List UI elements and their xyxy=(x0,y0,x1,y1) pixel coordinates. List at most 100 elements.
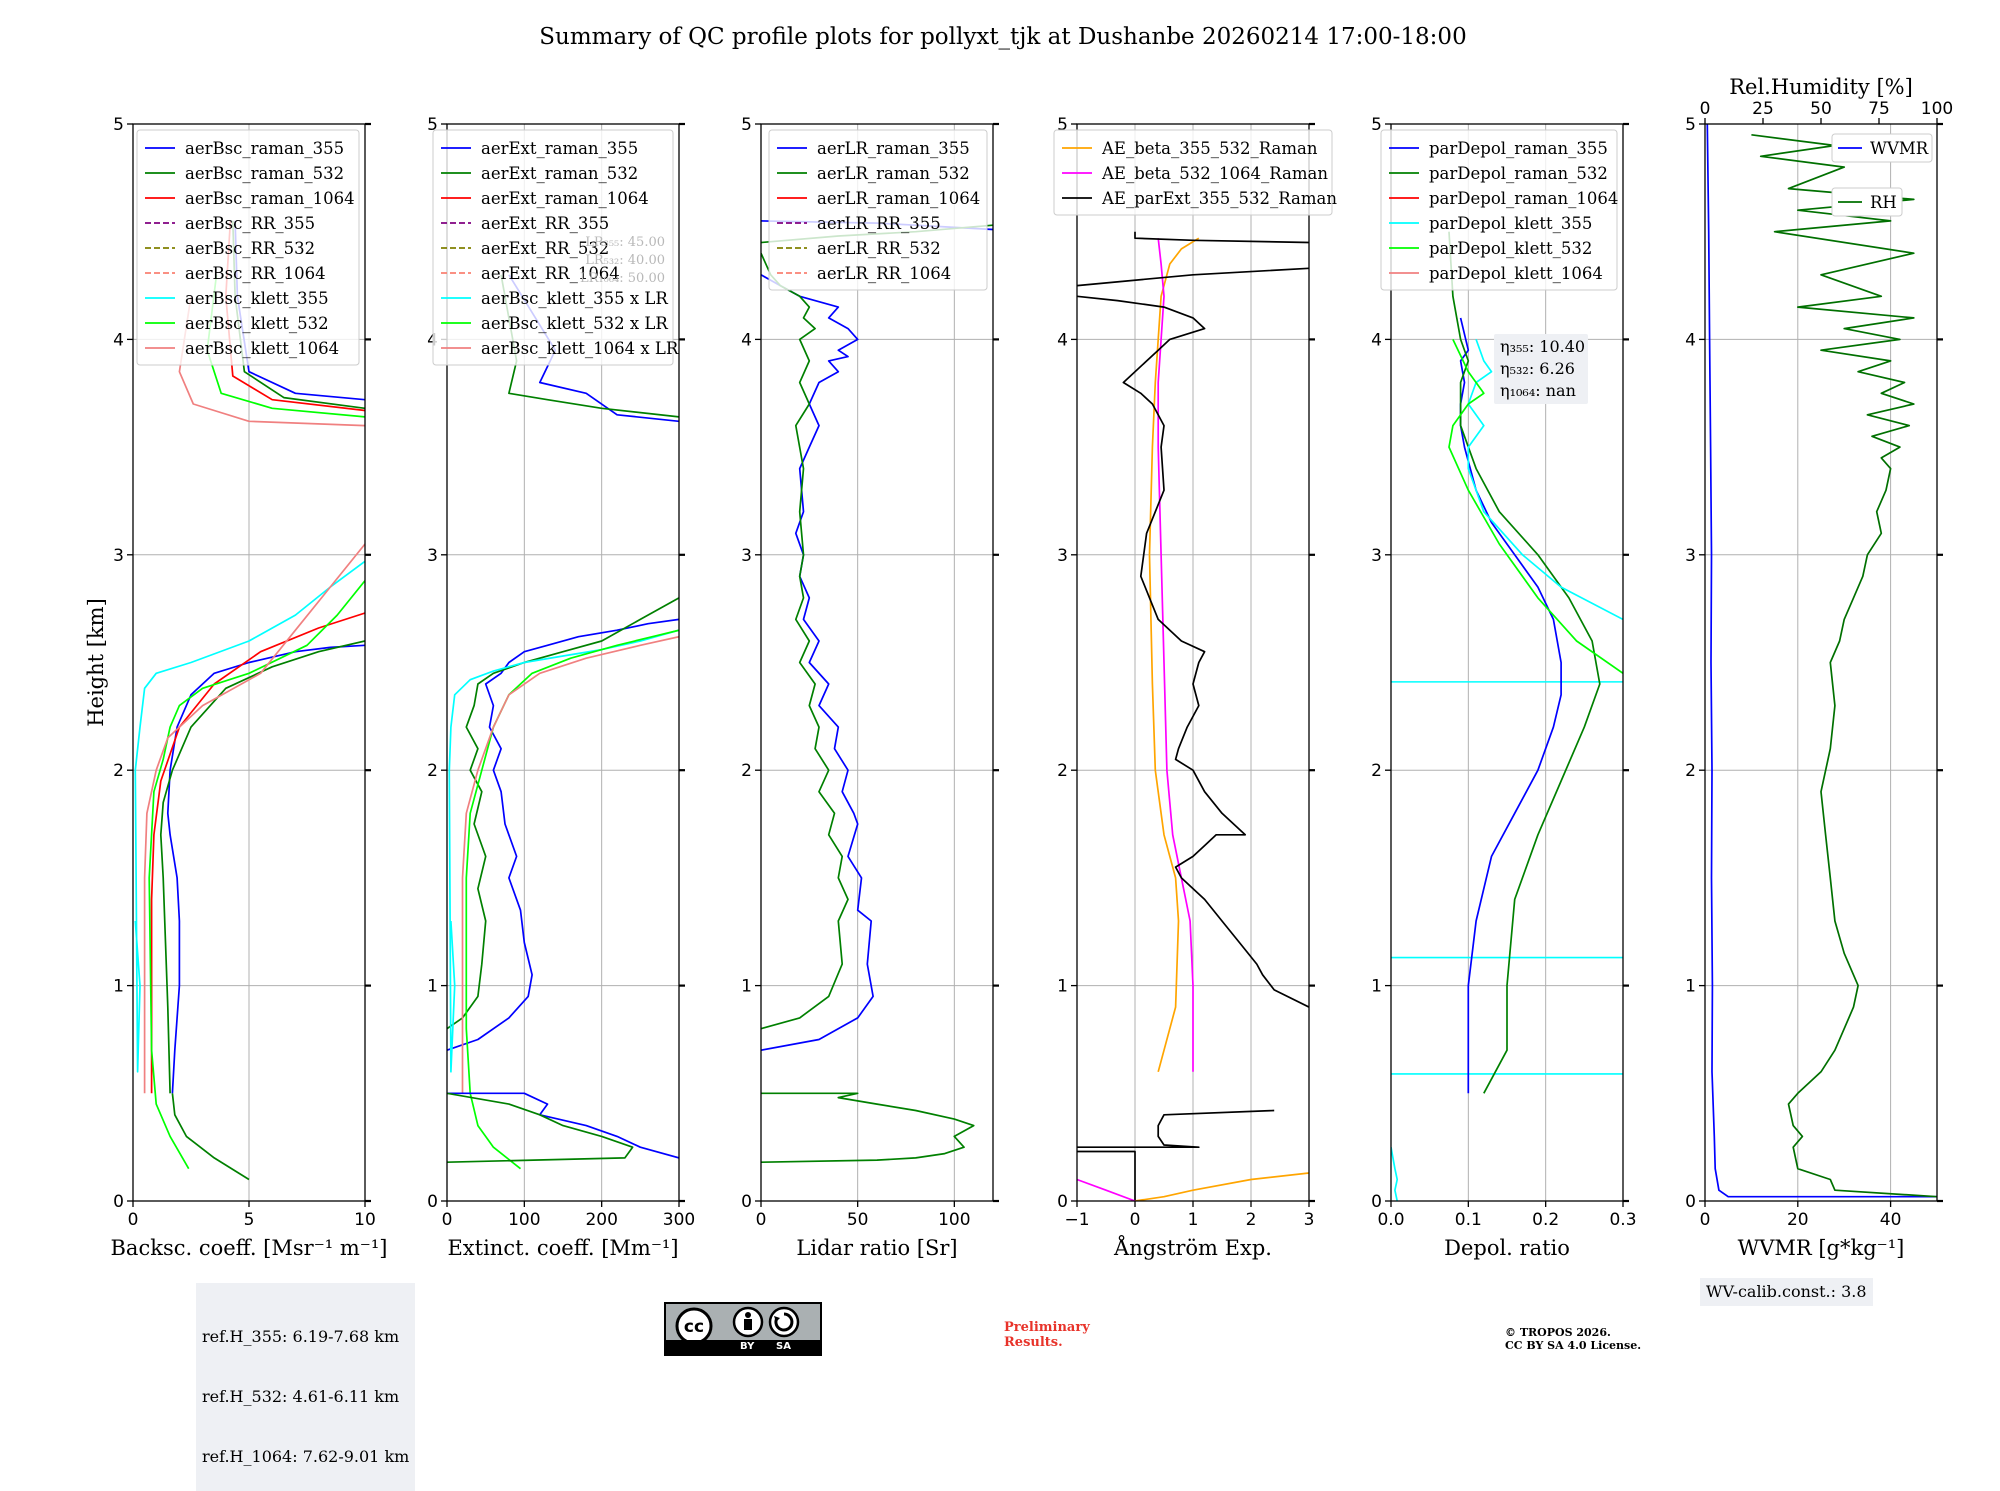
xtick-label-0: 0 xyxy=(442,1210,453,1230)
series-group xyxy=(1706,124,1937,1198)
series-line-RH xyxy=(1751,133,1937,1198)
series-group xyxy=(134,220,365,1181)
copyright-line-1: © TROPOS 2026. xyxy=(1505,1326,1611,1339)
series-line-parDepol_raman_532 xyxy=(1448,231,1601,1094)
legend-box-1 xyxy=(1831,187,1903,217)
ytick-label-5: 5 xyxy=(113,115,124,135)
ytick-label-0: 0 xyxy=(113,1192,124,1212)
legend-entry-2: aerExt_raman_1064 xyxy=(481,189,649,208)
series-line-aerBsc_raman_355 xyxy=(166,644,365,1094)
xtick-label-1: 0.1 xyxy=(1455,1210,1482,1230)
eta-box xyxy=(1494,334,1588,404)
xtick-label-4: 3 xyxy=(1304,1210,1315,1230)
x-axis-label: Backsc. coeff. [Msr⁻¹ m⁻¹] xyxy=(111,1236,388,1260)
legend-entry-1: aerBsc_raman_532 xyxy=(185,164,344,183)
ytick-label-1: 1 xyxy=(1371,977,1382,997)
ytick-label-4: 4 xyxy=(1057,330,1068,350)
xtick-label-1: 0 xyxy=(1130,1210,1141,1230)
series-line-aerExt_raman_355 xyxy=(447,618,679,1052)
legend-entry-7: aerBsc_klett_532 xyxy=(185,314,329,333)
series-line-aerBsc_raman_1064 xyxy=(150,612,365,1094)
x-axis-label: Lidar ratio [Sr] xyxy=(796,1236,957,1260)
ytick-label-2: 2 xyxy=(1685,761,1696,781)
ytick-label-1: 1 xyxy=(427,977,438,997)
axes-frame xyxy=(1704,123,1938,1202)
legend-entry-7: aerBsc_klett_532 x LR xyxy=(481,314,668,333)
series-line-aerBsc_klett_532 xyxy=(148,580,365,1170)
legend-entry-1: AE_beta_532_1064_Raman xyxy=(1101,164,1328,183)
series-line-AE_beta_532_1064_Raman xyxy=(1157,238,1194,1072)
top-axis-label: Rel.Humidity [%] xyxy=(1729,75,1913,99)
ytick-label-2: 2 xyxy=(741,761,752,781)
ytick-label-5: 5 xyxy=(1685,115,1696,135)
cc-badge-icons: cc xyxy=(675,1306,800,1340)
cc-license-badge: cc BY SA xyxy=(664,1302,822,1356)
wv-calib-box: WV-calib.const.: 3.8 xyxy=(1700,1278,1873,1306)
series-line-aerBsc_raman_532 xyxy=(159,640,365,1094)
ytick-label-3: 3 xyxy=(741,546,752,566)
legend-entry-1: parDepol_raman_532 xyxy=(1429,164,1608,183)
figure-title: Summary of QC profile plots for pollyxt_… xyxy=(539,24,1466,50)
xtick-label-1: 100 xyxy=(508,1210,540,1230)
cc-sa-label: SA xyxy=(776,1341,791,1352)
y-axis-label: Height [km] xyxy=(84,598,108,727)
ytick-label-4: 4 xyxy=(1685,330,1696,350)
legend-entry-0: AE_beta_355_532_Raman xyxy=(1101,139,1318,158)
legend-entry-2: parDepol_raman_1064 xyxy=(1429,189,1618,208)
series-line-aerBsc_klett_355 xyxy=(134,560,365,1073)
ytick-label-1: 1 xyxy=(113,977,124,997)
ytick-label-3: 3 xyxy=(427,546,438,566)
series-group xyxy=(447,274,679,1170)
legend-entry-8: aerBsc_klett_1064 xyxy=(185,339,339,358)
ytick-label-0: 0 xyxy=(1371,1192,1382,1212)
ytick-label-1: 1 xyxy=(1057,977,1068,997)
series-line-parDepol_klett_532 xyxy=(1448,339,1623,674)
ref-height-532: ref.H_532: 4.61-6.11 km xyxy=(202,1387,400,1406)
copyright-note: © TROPOS 2026. CC BY SA 4.0 License. xyxy=(1505,1326,1641,1352)
series-group xyxy=(1077,231,1309,1201)
legend-entry-5: aerLR_RR_1064 xyxy=(817,264,951,283)
legend-entry-6: aerBsc_klett_355 xyxy=(185,289,329,308)
panel-depol: 0 1 2 3 4 5 0.0 0.1 0.2 0.3 Depol. ratio parDepol_r… xyxy=(1371,115,1636,1260)
eta-label-1: η₅₃₂: 6.26 xyxy=(1500,359,1575,378)
xtick-label-2: 200 xyxy=(585,1210,617,1230)
legend-box xyxy=(1053,129,1333,216)
ytick-label-0: 0 xyxy=(427,1192,438,1212)
ytick-label-0: 0 xyxy=(1685,1192,1696,1212)
series-line-parDepol_raman_355 xyxy=(1459,317,1562,1094)
ytick-label-2: 2 xyxy=(1371,761,1382,781)
xtick-label-0: 0.0 xyxy=(1377,1210,1404,1230)
xtick-label-1: 50 xyxy=(847,1210,869,1230)
legend-box xyxy=(136,129,360,366)
legend-entry-5: parDepol_klett_1064 xyxy=(1429,264,1603,283)
xtick-label-2: 1 xyxy=(1188,1210,1199,1230)
legend-entry-5: aerBsc_RR_1064 xyxy=(185,264,326,283)
legend-box xyxy=(432,129,674,366)
xtick-label-2: 0.2 xyxy=(1532,1210,1559,1230)
legend-entry-5: aerExt_RR_1064 xyxy=(481,264,620,283)
xtick-label-2: 40 xyxy=(1880,1210,1902,1230)
series-line-aerBsc_klett_1064-x-LR xyxy=(461,635,679,1094)
legend-entry-3: parDepol_klett_355 xyxy=(1429,214,1592,233)
cc-by-label: BY xyxy=(740,1341,755,1352)
ytick-label-0: 0 xyxy=(1057,1192,1068,1212)
series-line-parDepol_klett_355 xyxy=(1467,339,1623,621)
copyright-line-2: CC BY SA 4.0 License. xyxy=(1505,1339,1642,1352)
legend-entry-2: aerBsc_raman_1064 xyxy=(185,189,355,208)
series-group xyxy=(1391,231,1623,1201)
top-tick-label-3: 75 xyxy=(1868,99,1890,119)
top-tick-label-4: 100 xyxy=(1921,99,1953,119)
ytick-label-4: 4 xyxy=(741,330,752,350)
legend-entry-8: aerBsc_klett_1064 x LR xyxy=(481,339,679,358)
ytick-label-2: 2 xyxy=(1057,761,1068,781)
x-axis-label: Extinct. coeff. [Mm⁻¹] xyxy=(447,1236,678,1260)
ytick-label-3: 3 xyxy=(1371,546,1382,566)
eta-label-2: η₁₀₆₄: nan xyxy=(1500,381,1576,400)
legend-box-0 xyxy=(1831,133,1933,163)
ytick-label-3: 3 xyxy=(1057,546,1068,566)
ref-height-1064: ref.H_1064: 7.62-9.01 km xyxy=(202,1447,410,1466)
x-axis-label: WVMR [g*kg⁻¹] xyxy=(1738,1236,1905,1260)
